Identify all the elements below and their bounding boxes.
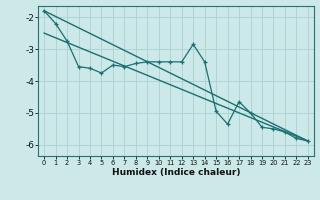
- X-axis label: Humidex (Indice chaleur): Humidex (Indice chaleur): [112, 168, 240, 177]
